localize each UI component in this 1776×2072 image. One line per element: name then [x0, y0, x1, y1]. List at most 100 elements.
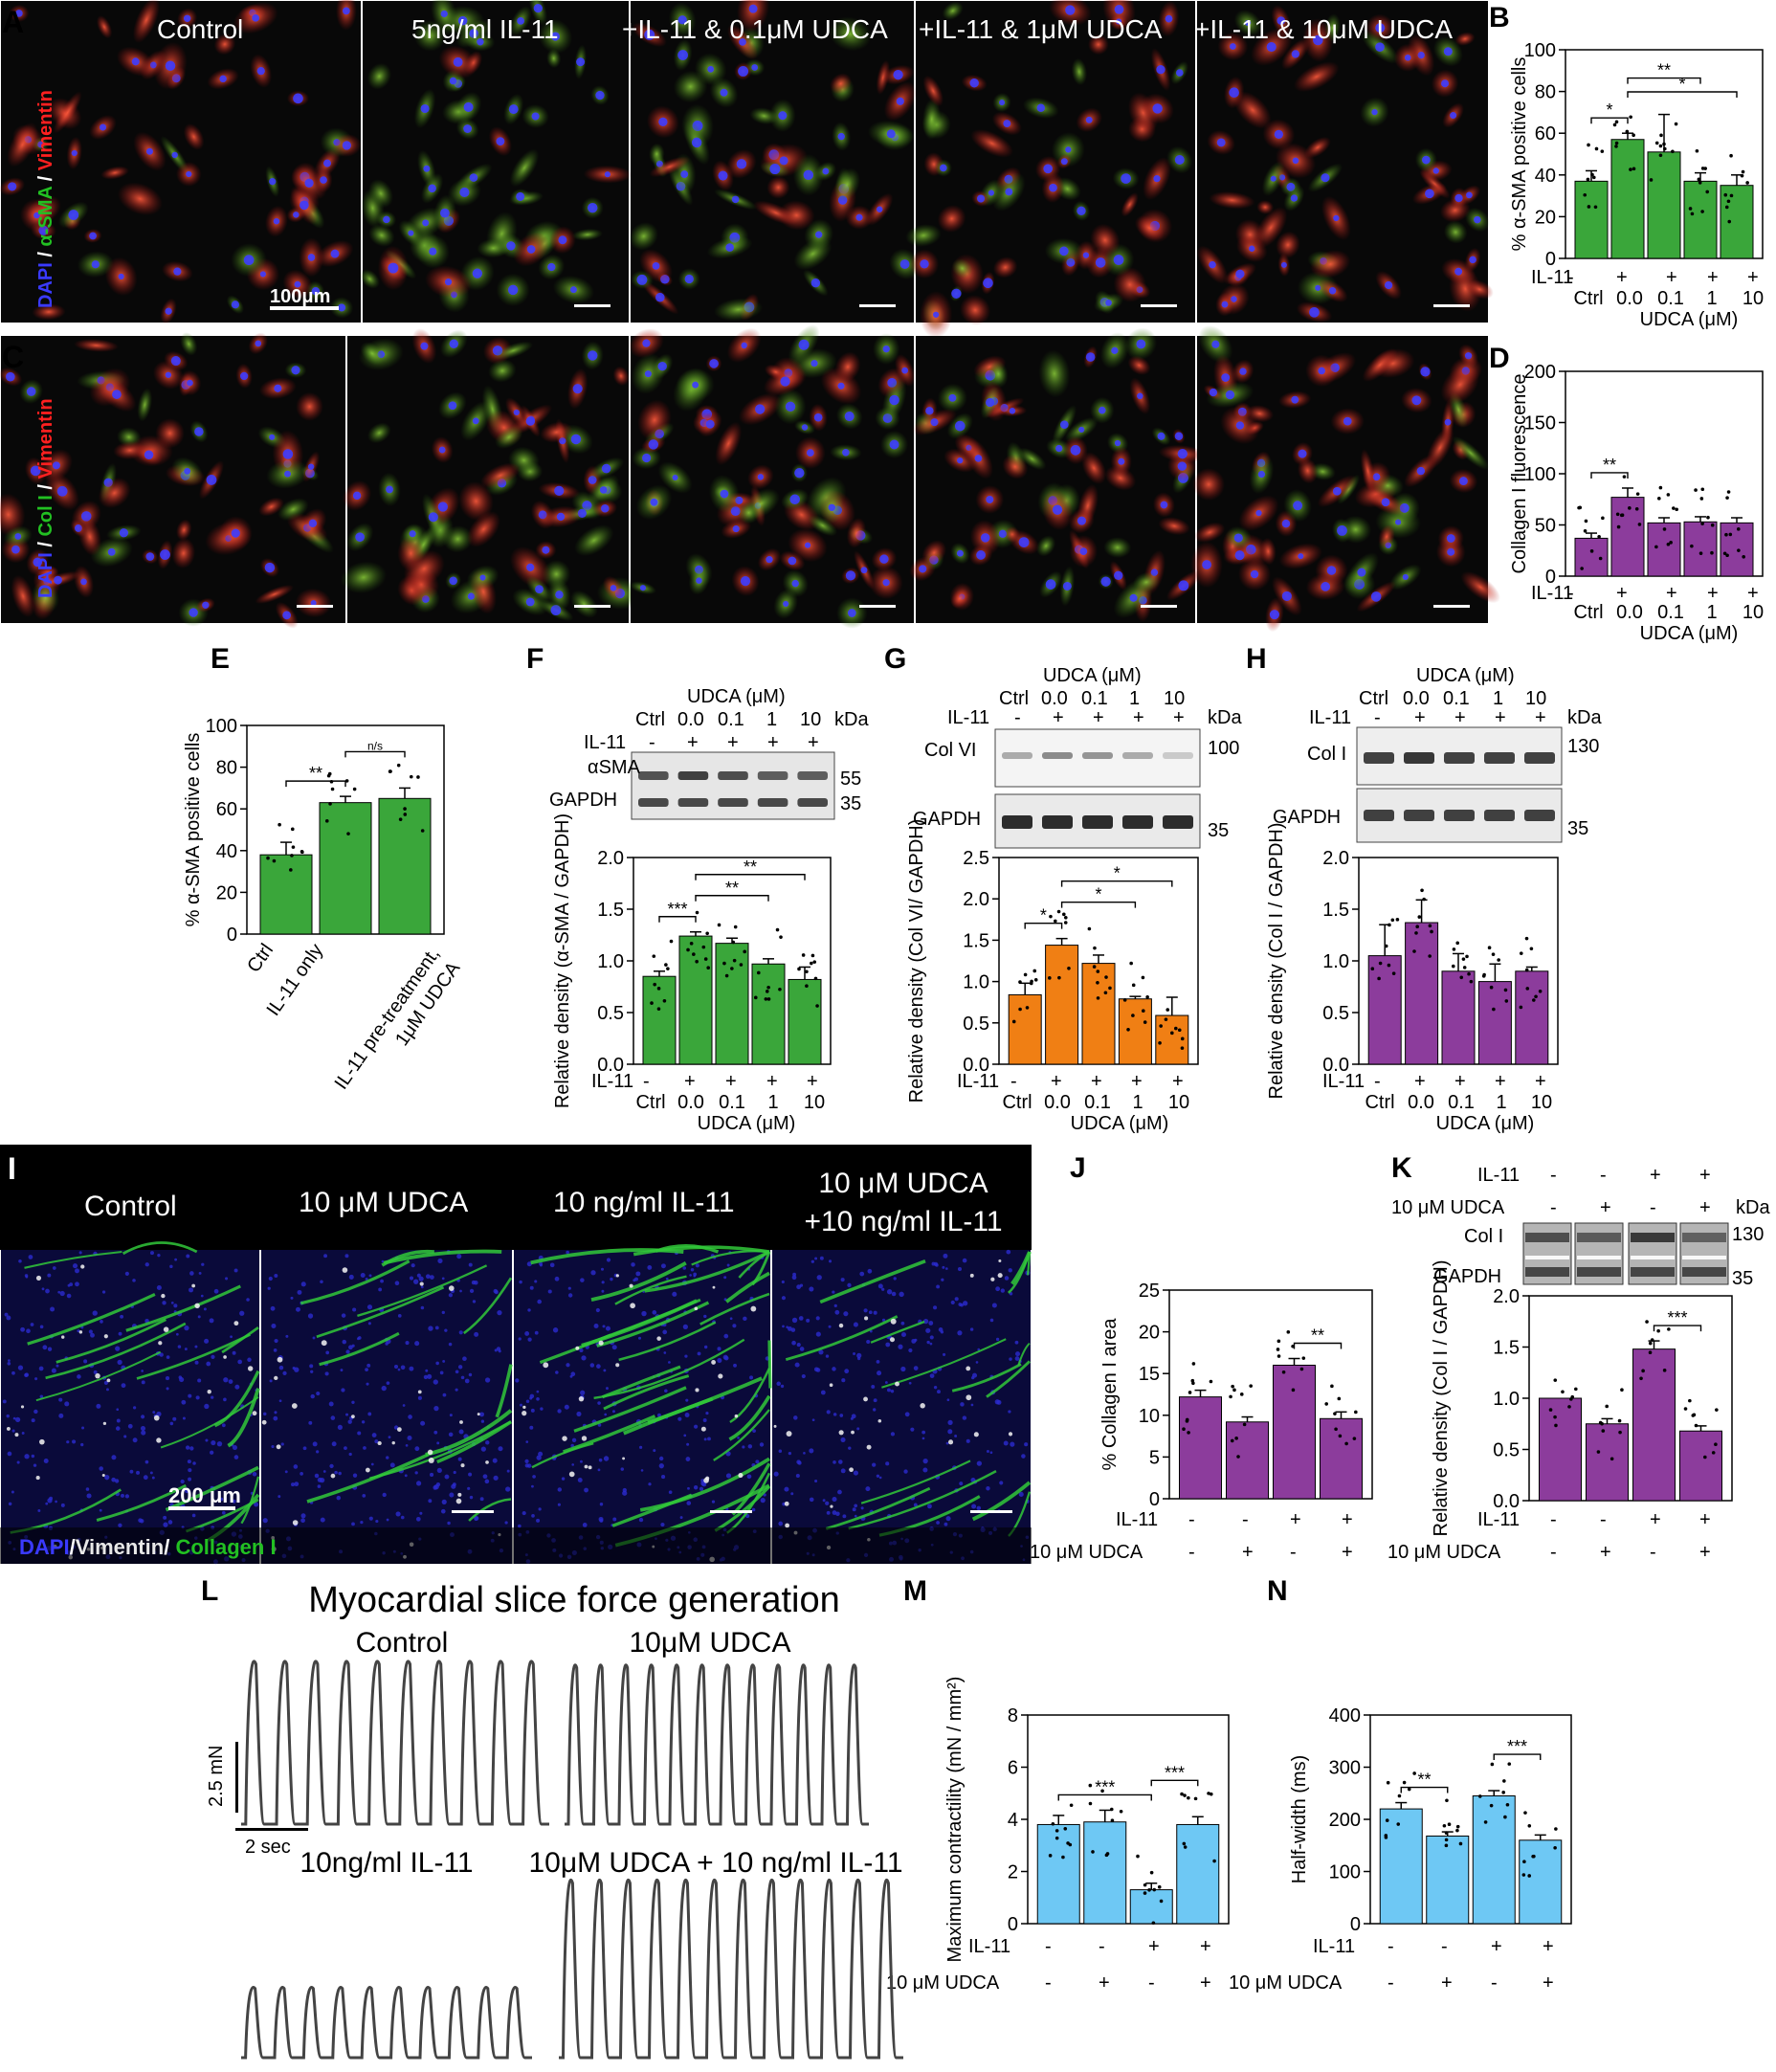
chart-m-ytick-label-1: 2 [1008, 1862, 1018, 1883]
f-bands-band-1-4 [797, 798, 828, 807]
g-blot-membrane-colvi [994, 728, 1201, 788]
chart-m-bar-0 [1036, 1823, 1080, 1925]
g-blot-udca-3: 1 [1129, 688, 1140, 709]
f-blot-udca-title: UDCA (μM) [687, 686, 786, 707]
chart-e-sig-bracket-1 [344, 750, 406, 758]
panel-letter-i: I [8, 1151, 16, 1186]
g-blot-sign-0: - [1014, 707, 1021, 728]
g-il11-sign-0: - [1010, 1071, 1017, 1092]
chart-h-bar-3 [1477, 981, 1512, 1065]
h-blot-sign-1: + [1414, 707, 1426, 728]
k-blot-sign-u-0: - [1550, 1197, 1557, 1218]
blot-h: UDCA (μM) Ctrl 0.0 0.1 1 10 IL-11 - + + … [1273, 665, 1602, 843]
g-udca-title: UDCA (μM) [1071, 1113, 1169, 1134]
k-blot-kda-0: 130 [1732, 1224, 1764, 1245]
chart-h-ytick-label-3: 1.5 [1322, 900, 1349, 921]
chart-j-sig-label-0: ** [1311, 1326, 1324, 1346]
f-blot-udca-3: 1 [766, 709, 777, 730]
chart-b-bar-0 [1574, 180, 1609, 259]
d-udca-1: 0.0 [1616, 602, 1643, 623]
h-udca-title: UDCA (μM) [1436, 1113, 1535, 1134]
chart-e-ylabel: % α-SMA positive cells [183, 733, 204, 927]
chart-j-frame [1168, 1289, 1373, 1500]
f-blot-label-0: αSMA [588, 757, 641, 778]
chart-b-sig-bracket-1 [1627, 77, 1701, 84]
chart-e-bar-1 [319, 802, 372, 935]
chart-b-sig-label-1: ** [1657, 61, 1671, 80]
f-bands-band-1-1 [677, 798, 709, 807]
chart-d-sig-label-0: ** [1603, 456, 1616, 475]
chart-k-bar-1 [1586, 1423, 1629, 1502]
chart-n-ytick-label-4: 400 [1329, 1705, 1361, 1727]
chart-j-ylabel: % Collagen I area [1099, 1318, 1121, 1471]
panel-a-micrograph-3 [905, 0, 1195, 339]
chart-d-ytick-label-3: 150 [1524, 413, 1556, 434]
chart-d-sig-bracket-0 [1590, 472, 1629, 479]
f-blot-udca-2: 0.1 [718, 709, 744, 730]
chart-b-ytick-label-2: 40 [1535, 166, 1556, 187]
blot-g: UDCA (μM) Ctrl 0.0 0.1 1 10 IL-11 - + + … [913, 665, 1242, 849]
chart-m-ytick-label-3: 6 [1008, 1758, 1018, 1779]
k-udca-sign-2: - [1650, 1542, 1656, 1563]
g-udca-2: 0.1 [1084, 1092, 1111, 1113]
chart-m-bar-1 [1083, 1821, 1127, 1925]
panel-c-micrograph-3 [909, 327, 1207, 623]
panel-c-micrograph-1 [340, 328, 644, 623]
chart-k-bar-2 [1632, 1348, 1676, 1502]
h-blot-sign-0: - [1374, 707, 1381, 728]
g-blot-sign-3: + [1133, 707, 1144, 728]
chart-m-ytick-label-0: 0 [1008, 1914, 1018, 1935]
chart-n-bar-2 [1472, 1794, 1516, 1925]
m-udca-sign-2: - [1148, 1972, 1155, 1994]
chart-h-bar-1 [1405, 922, 1439, 1065]
d-il11-sign-0: - [1567, 583, 1574, 604]
chart-f: 0.0 0.5 1.0 1.5 2.0 Relative density (α-SMA /… [552, 813, 832, 1108]
n-il11-sign-3: + [1543, 1936, 1554, 1957]
k-blot-sign-il-1: - [1600, 1165, 1607, 1186]
f-il11-sign-2: + [725, 1071, 737, 1092]
panel-c-stain-label: DAPI / Col I / Vimentin [35, 398, 56, 598]
g-blot-udca-4: 10 [1164, 688, 1185, 709]
f-blot-kda-0: 55 [840, 769, 861, 790]
chart-h-ylabel: Relative density (Col I / GAPDH) [1266, 823, 1287, 1100]
g-bands-band-0-4 [1163, 752, 1193, 759]
panel-a-title-il11: 5ng/ml IL-11 [411, 14, 559, 44]
k-il11-sign-0: - [1550, 1509, 1557, 1530]
j-il11-sign-0: - [1188, 1509, 1195, 1530]
panel-letter-n: N [1267, 1575, 1288, 1607]
h-il11-sign-1: + [1414, 1071, 1426, 1092]
chart-f-ytick-label-1: 0.5 [597, 1003, 624, 1024]
f-il11-sign-4: + [807, 1071, 818, 1092]
chart-g-bar-0 [1008, 993, 1042, 1065]
panel-a-micrograph-0 [0, 0, 362, 324]
chart-b-ylabel: % α-SMA positive cells [1509, 57, 1530, 252]
chart-b-ytick-label-0: 0 [1545, 249, 1556, 270]
panel-l-scale-y [235, 1742, 238, 1813]
b-il11-sign-3: + [1707, 267, 1719, 288]
chart-j-bar-1 [1226, 1421, 1269, 1500]
panel-i-header [0, 1145, 1032, 1250]
f-blot-udca-0: Ctrl [635, 709, 665, 730]
panel-l-label-combo: 10μM UDCA + 10 ng/ml IL-11 [528, 1847, 902, 1879]
panel-i: I Control 10 μM UDCA 10 ng/ml IL-11 10 μ… [0, 1145, 1032, 1565]
d-il11-label: IL-11 [1531, 583, 1573, 604]
chart-m: 0 2 4 6 8 Maximum contractility (mN / mm²) ***… [944, 1677, 1230, 1962]
chart-n-sig-bracket-0 [1400, 1786, 1449, 1794]
chart-j-bar-2 [1273, 1364, 1316, 1500]
h-il11-label: IL-11 [1322, 1071, 1365, 1092]
k-blot-il11: IL-11 [1477, 1165, 1520, 1186]
chart-e-bar-2 [378, 797, 432, 935]
chart-d-ylabel: Collagen I fluorescence [1509, 373, 1530, 573]
chart-b-bar-2 [1647, 151, 1681, 259]
f-blot-udca-1: 0.0 [677, 709, 704, 730]
chart-g-sig-bracket-0 [1024, 922, 1063, 929]
f-blot-il11: IL-11 [584, 732, 626, 753]
chart-d-bar-2 [1647, 522, 1681, 577]
western-blots: UDCA (μM) Ctrl 0.0 0.1 1 10 kDa IL-11 - … [549, 665, 1770, 1289]
chart-b-bar-1 [1610, 139, 1645, 259]
chart-b-sig-bracket-2 [1627, 91, 1738, 98]
g-bands-band-0-3 [1122, 752, 1153, 759]
k-blot-kda-1: 35 [1732, 1268, 1753, 1289]
